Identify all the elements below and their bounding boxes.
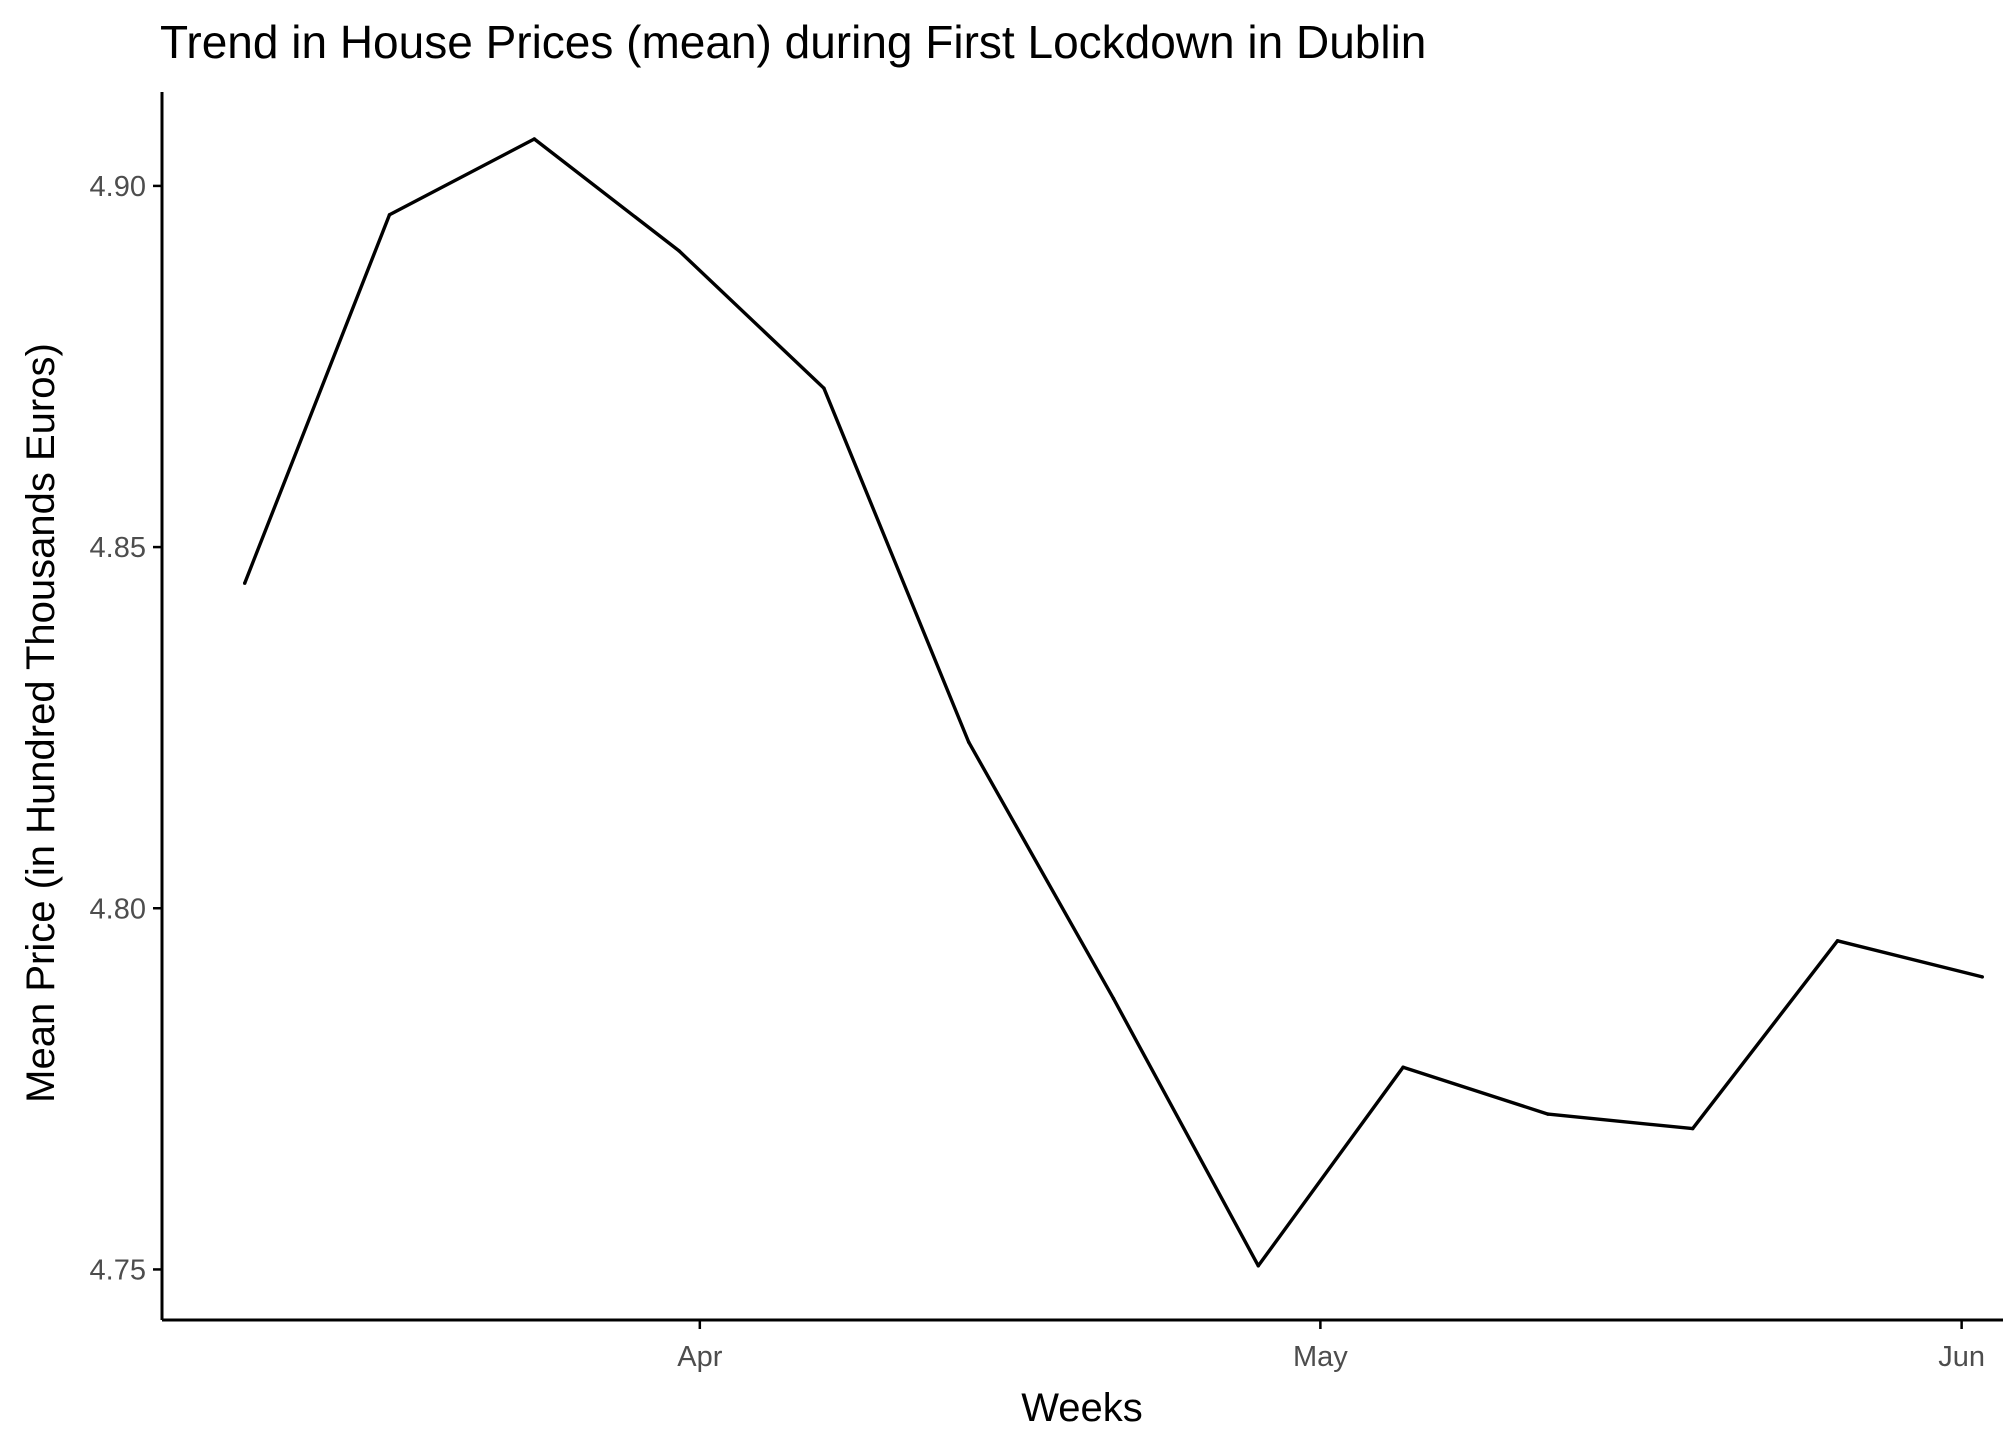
data-point xyxy=(1691,1126,1695,1131)
y-tick-label: 4.80 xyxy=(90,893,146,925)
data-point xyxy=(822,386,826,390)
y-axis-title: Mean Price (in Hundred Thousands Euros) xyxy=(19,343,63,1103)
data-point xyxy=(532,137,536,141)
x-axis-title: Weeks xyxy=(1021,1386,1143,1430)
x-tick-label: May xyxy=(1293,1341,1348,1373)
data-point xyxy=(1835,939,1840,943)
data-point xyxy=(1256,1264,1261,1268)
chart-title: Trend in House Prices (mean) during Firs… xyxy=(160,16,1426,68)
data-point xyxy=(1111,996,1116,1001)
y-tick-label: 4.90 xyxy=(90,171,146,203)
axes xyxy=(160,92,2003,1322)
x-axis-ticks: Apr May Jun xyxy=(677,1320,1985,1373)
y-tick-label: 4.75 xyxy=(90,1254,146,1286)
data-point xyxy=(387,213,392,217)
series-line xyxy=(243,137,1983,1268)
data-point xyxy=(1546,1112,1550,1116)
data-point xyxy=(1401,1065,1405,1069)
x-tick-label: Jun xyxy=(1938,1341,1985,1373)
data-point xyxy=(677,249,681,253)
series-layer xyxy=(243,137,1985,1268)
data-point xyxy=(967,740,971,744)
data-point xyxy=(243,581,247,585)
y-axis-ticks: 4.75 4.80 4.85 4.90 xyxy=(90,171,162,1286)
x-tick-label: Apr xyxy=(677,1341,722,1373)
y-tick-label: 4.85 xyxy=(90,532,146,564)
data-point xyxy=(1980,975,1985,979)
